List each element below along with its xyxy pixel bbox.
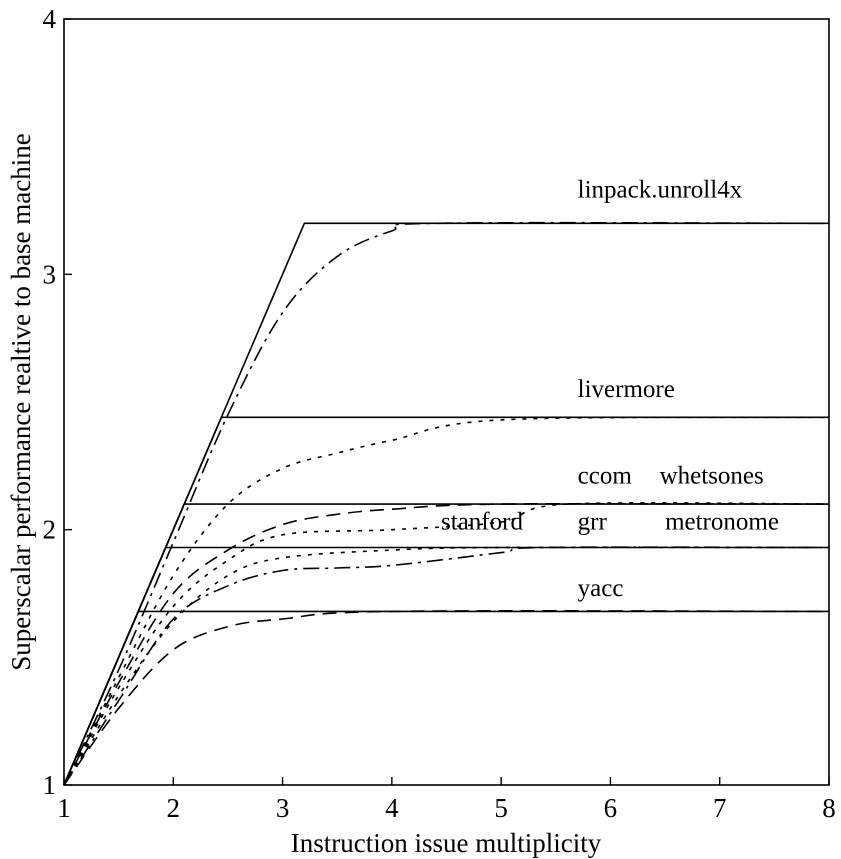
y-tick-label: 1	[43, 770, 57, 800]
y-tick-label: 2	[43, 515, 57, 545]
y-tick-label: 3	[43, 259, 57, 289]
series-label-ccom: ccom	[578, 463, 633, 490]
y-tick-label: 4	[43, 4, 57, 34]
x-tick-label: 3	[276, 793, 290, 823]
series-label-livermore: livermore	[578, 376, 675, 403]
x-axis-ticks: 1 2 3 4 5 6 7 8	[57, 777, 836, 823]
series-label-grr: grr	[578, 509, 608, 536]
x-tick-label: 5	[494, 793, 508, 823]
series-label-whetsones: whetsones	[660, 463, 764, 490]
ideal-limit-line-5	[63, 610, 829, 786]
ideal-limit-line-3	[63, 503, 829, 786]
series-label-linpack-unroll4x: linpack.unroll4x	[578, 177, 743, 204]
ideal-limit-line-4	[63, 546, 829, 786]
ideal-limit-lines	[63, 222, 829, 786]
measured-curve-5	[63, 546, 830, 786]
measured-curve-7	[63, 610, 830, 786]
x-axis-label: Instruction issue multiplicity	[291, 828, 602, 858]
measured-curve-4	[63, 502, 830, 786]
x-tick-label: 4	[385, 793, 399, 823]
y-axis-ticks: 1 2 3 4	[43, 4, 72, 800]
series-label-stanford: stanford	[441, 509, 523, 536]
x-tick-label: 8	[822, 793, 836, 823]
y-axis-label: Superscalar performance realtive to base…	[6, 133, 36, 670]
x-tick-label: 1	[57, 793, 71, 823]
series-labels: linpack.unroll4x livermore ccom whetsones st…	[441, 177, 779, 602]
measured-curve-1	[63, 221, 830, 786]
plot-frame	[63, 18, 830, 786]
series-label-yacc: yacc	[578, 575, 624, 602]
x-tick-label: 2	[167, 793, 181, 823]
measured-curve-6	[63, 546, 830, 786]
x-tick-label: 7	[713, 793, 727, 823]
measured-curves	[63, 221, 830, 786]
x-tick-label: 6	[604, 793, 618, 823]
measured-curve-3	[63, 502, 830, 786]
measured-curve-2	[63, 416, 830, 786]
series-label-metronome: metronome	[665, 509, 779, 536]
